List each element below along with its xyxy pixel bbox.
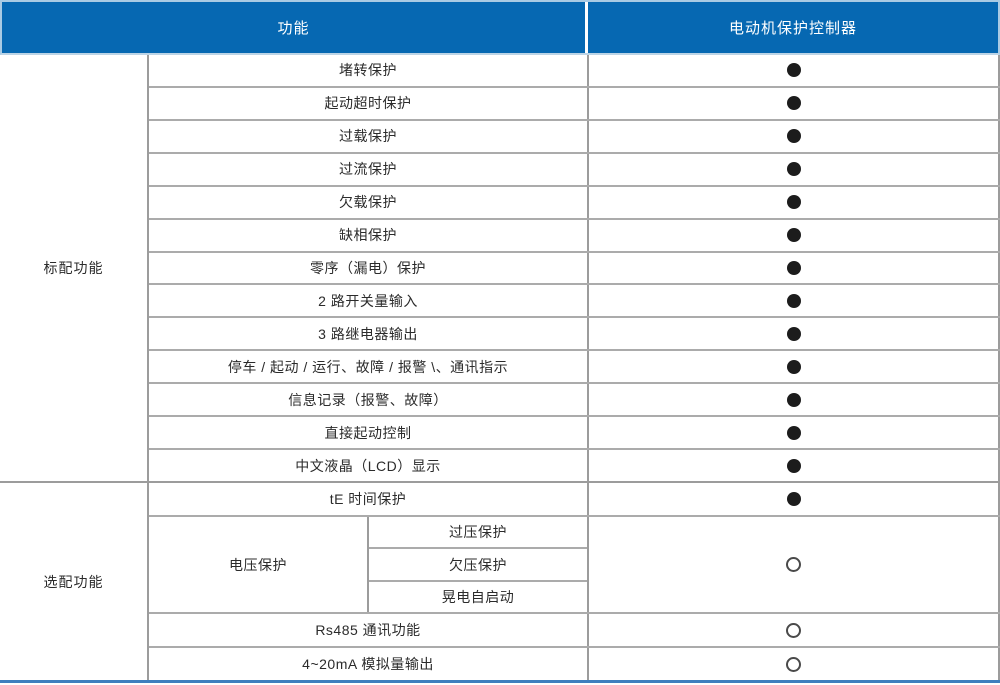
feature-label: 4~20mA 模拟量输出 (149, 648, 589, 680)
table-row: 堵转保护 (149, 55, 1000, 88)
availability-cell (589, 351, 1000, 383)
availability-cell (589, 614, 1000, 647)
filled-circle-icon (786, 129, 801, 144)
availability-cell (589, 219, 1000, 251)
filled-circle-icon (786, 63, 801, 78)
filled-circle-icon (786, 293, 801, 308)
feature-label: 欠载保护 (149, 186, 589, 218)
group-label-voltage-protection: 电压保护 (149, 516, 369, 613)
table-row: 3 路继电器输出 (149, 318, 1000, 352)
header-device-label: 电动机保护控制器 (728, 20, 857, 37)
table-row: 信息记录（报警、故障） (149, 384, 1000, 418)
availability-cell (589, 252, 1000, 284)
feature-label: 2 路开关量输入 (149, 285, 589, 317)
voltage-protection-sub-rows: 过压保护 欠压保护 晃电自启动 (369, 516, 589, 613)
filled-circle-icon (786, 491, 801, 506)
feature-label: 过流保护 (149, 153, 589, 185)
sub-feature-label: 欠压保护 (369, 549, 587, 582)
table-row: 欠载保护 (149, 186, 1000, 220)
feature-label: tE 时间保护 (149, 483, 589, 515)
header-cell-function: 功能 (2, 2, 588, 53)
table-row: 停车 / 起动 / 运行、故障 / 报警 \、通讯指示 (149, 351, 1000, 385)
table-header: 功能 电动机保护控制器 (0, 0, 1000, 55)
table-row: Rs485 通讯功能 (149, 614, 1000, 649)
filled-circle-icon (786, 425, 801, 440)
table-row: 过流保护 (149, 153, 1000, 187)
table-row: 直接起动控制 (149, 417, 1000, 451)
feature-label: 直接起动控制 (149, 417, 589, 449)
voltage-protection-group-row: 电压保护 过压保护 欠压保护 晃电自启动 (149, 516, 1000, 615)
availability-cell (589, 87, 1000, 119)
feature-label: 起动超时保护 (149, 87, 589, 119)
availability-cell (589, 516, 1000, 613)
availability-cell (589, 318, 1000, 350)
availability-cell (589, 648, 1000, 680)
optional-rows: tE 时间保护 电压保护 过压保护 欠压保护 晃电自启动 Rs485 通讯功能 (149, 483, 1000, 680)
feature-label: 停车 / 起动 / 运行、故障 / 报警 \、通讯指示 (149, 351, 589, 383)
filled-circle-icon (786, 359, 801, 374)
feature-label: 零序（漏电）保护 (149, 252, 589, 284)
availability-cell (589, 186, 1000, 218)
feature-label: 中文液晶（LCD）显示 (149, 450, 589, 481)
sub-feature-label: 过压保护 (369, 517, 587, 550)
table-row: tE 时间保护 (149, 483, 1000, 517)
filled-circle-icon (786, 326, 801, 341)
filled-circle-icon (786, 458, 801, 473)
section-standard-features: 标配功能 堵转保护 起动超时保护 过载保护 过流保护 (0, 55, 1000, 483)
header-cell-device: 电动机保护控制器 (588, 2, 998, 53)
open-circle-icon (786, 656, 801, 672)
filled-circle-icon (786, 195, 801, 210)
filled-circle-icon (786, 96, 801, 111)
availability-cell (589, 55, 1000, 86)
section-optional-features: 选配功能 tE 时间保护 电压保护 过压保护 欠压保护 晃电自启动 Rs48 (0, 483, 1000, 680)
table-row: 缺相保护 (149, 219, 1000, 253)
table-row: 过载保护 (149, 120, 1000, 154)
feature-label: Rs485 通讯功能 (149, 614, 589, 647)
table-row: 中文液晶（LCD）显示 (149, 450, 1000, 481)
category-cell-optional: 选配功能 (0, 483, 149, 680)
availability-cell (589, 285, 1000, 317)
filled-circle-icon (786, 228, 801, 243)
filled-circle-icon (786, 260, 801, 275)
feature-label: 缺相保护 (149, 219, 589, 251)
availability-cell (589, 120, 1000, 152)
availability-cell (589, 483, 1000, 515)
table-row: 2 路开关量输入 (149, 285, 1000, 319)
table-row: 零序（漏电）保护 (149, 252, 1000, 286)
open-circle-icon (786, 622, 801, 638)
feature-label: 信息记录（报警、故障） (149, 384, 589, 416)
availability-cell (589, 417, 1000, 449)
availability-cell (589, 450, 1000, 481)
filled-circle-icon (786, 392, 801, 407)
table-row: 起动超时保护 (149, 87, 1000, 121)
feature-label: 过载保护 (149, 120, 589, 152)
category-cell-standard: 标配功能 (0, 55, 149, 481)
availability-cell (589, 153, 1000, 185)
feature-label: 堵转保护 (149, 55, 589, 86)
sub-feature-label: 晃电自启动 (441, 589, 515, 606)
table-row: 4~20mA 模拟量输出 (149, 648, 1000, 680)
header-function-label: 功能 (277, 20, 310, 37)
table-body: 标配功能 堵转保护 起动超时保护 过载保护 过流保护 (0, 55, 1000, 680)
feature-label: 3 路继电器输出 (149, 318, 589, 350)
standard-rows: 堵转保护 起动超时保护 过载保护 过流保护 欠载保护 (149, 55, 1000, 481)
availability-cell (589, 384, 1000, 416)
filled-circle-icon (786, 162, 801, 177)
open-circle-icon (786, 557, 801, 573)
